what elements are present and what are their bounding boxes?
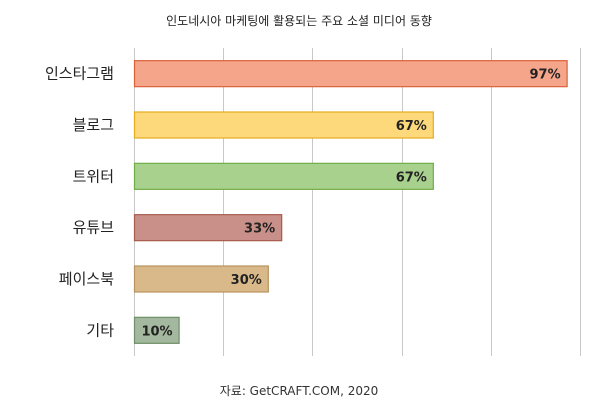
bar <box>133 316 180 344</box>
category-label: 유튜브 <box>73 219 115 237</box>
bar <box>133 111 434 139</box>
bar <box>133 265 269 293</box>
source-note: 자료: GetCRAFT.COM, 2020 <box>219 384 379 398</box>
bar <box>133 214 283 242</box>
category-label: 기타 <box>86 321 114 339</box>
category-label: 블로그 <box>73 116 114 134</box>
value-label: 10% <box>141 324 172 339</box>
value-label: 33% <box>244 222 275 237</box>
chart-title: 인도네시아 마케팅에 활용되는 주요 소셜 미디어 동향 <box>166 14 432 28</box>
value-label: 67% <box>396 170 427 185</box>
value-label: 30% <box>231 273 262 288</box>
category-label: 트위터 <box>73 167 114 185</box>
value-label: 67% <box>396 119 427 134</box>
category-label: 페이스북 <box>59 270 114 288</box>
bar <box>133 60 568 88</box>
bar <box>133 162 434 190</box>
value-label: 97% <box>529 68 560 83</box>
category-label: 인스타그램 <box>45 65 114 83</box>
